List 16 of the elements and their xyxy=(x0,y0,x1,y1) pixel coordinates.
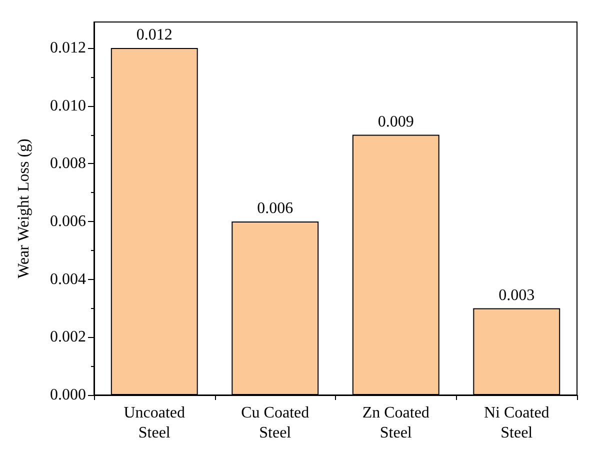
y-tick-label: 0.012 xyxy=(50,40,86,57)
x-tick-label: Cu Coated Steel xyxy=(241,404,310,442)
data-label: 0.006 xyxy=(257,200,294,218)
y-tick-label: 0.010 xyxy=(50,97,86,114)
data-label: 0.003 xyxy=(498,286,535,304)
y-tick-label: 0.000 xyxy=(50,386,86,404)
y-tick-label: 0.008 xyxy=(50,155,86,172)
x-tick-label: Uncoated Steel xyxy=(124,404,186,442)
y-tick-label: 0.006 xyxy=(50,213,86,230)
x-tick-label: Zn Coated Steel xyxy=(362,404,430,442)
data-label: 0.012 xyxy=(136,26,172,44)
data-label: 0.009 xyxy=(378,113,414,130)
y-tick-label: 0.002 xyxy=(50,328,86,346)
x-tick-label: Ni Coated Steel xyxy=(484,404,550,442)
y-tick-label: 0.004 xyxy=(50,270,86,288)
y-axis-title: Wear Weight Loss (g) xyxy=(16,138,32,278)
